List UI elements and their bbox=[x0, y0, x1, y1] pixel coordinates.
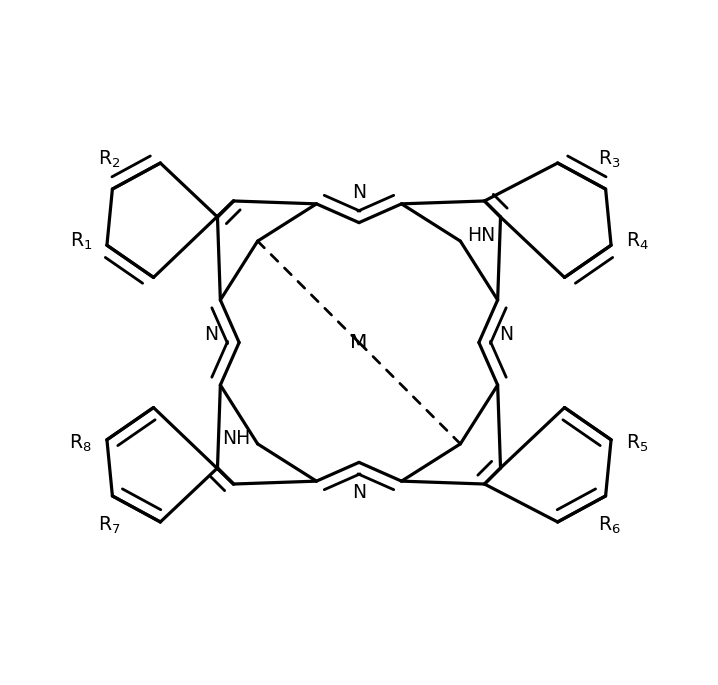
Text: N: N bbox=[500, 325, 513, 344]
Text: R$_6$: R$_6$ bbox=[597, 515, 620, 536]
Text: R$_5$: R$_5$ bbox=[626, 432, 648, 454]
Text: N: N bbox=[352, 183, 366, 202]
Text: R$_3$: R$_3$ bbox=[598, 149, 620, 170]
Text: R$_7$: R$_7$ bbox=[98, 515, 120, 536]
Text: NH: NH bbox=[223, 429, 251, 448]
Text: R$_4$: R$_4$ bbox=[626, 231, 649, 253]
Text: M: M bbox=[350, 333, 368, 352]
Text: R$_2$: R$_2$ bbox=[98, 149, 120, 170]
Text: N: N bbox=[205, 325, 218, 344]
Text: N: N bbox=[352, 483, 366, 502]
Text: R$_8$: R$_8$ bbox=[69, 432, 92, 454]
Text: R$_1$: R$_1$ bbox=[70, 231, 92, 253]
Text: HN: HN bbox=[467, 226, 495, 245]
